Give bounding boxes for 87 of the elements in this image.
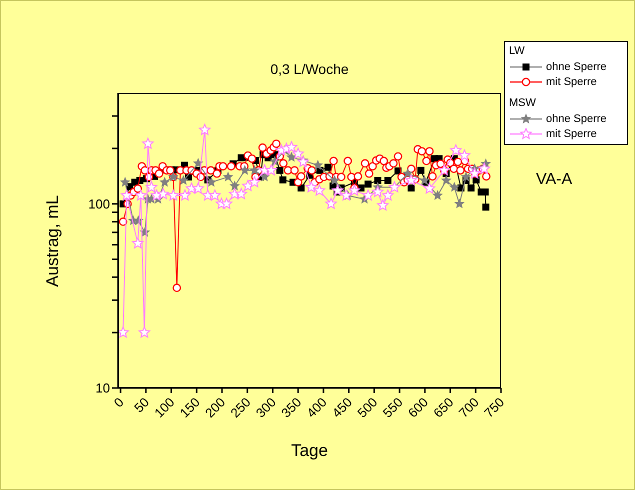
point <box>424 182 436 194</box>
point <box>374 176 382 184</box>
point <box>178 174 189 185</box>
x-tick-label: 600 <box>405 394 432 420</box>
point <box>324 164 332 171</box>
point <box>229 180 240 190</box>
point <box>120 176 130 187</box>
point <box>332 184 344 196</box>
point <box>312 160 324 170</box>
point <box>432 190 443 200</box>
point <box>460 171 472 182</box>
point <box>248 176 260 188</box>
point <box>377 199 389 210</box>
point <box>142 138 154 149</box>
x-tick-label: 450 <box>328 394 355 420</box>
point <box>482 204 490 211</box>
point <box>138 326 150 338</box>
point <box>159 176 170 187</box>
point <box>417 166 424 174</box>
point <box>384 176 392 184</box>
x-tick-label: 300 <box>252 394 279 420</box>
point <box>120 190 132 200</box>
point <box>372 186 384 197</box>
point <box>364 180 372 188</box>
point <box>209 190 221 200</box>
point <box>478 162 490 174</box>
x-tick-label: 0 <box>110 394 127 410</box>
point <box>286 141 298 152</box>
x-tick-label: 100 <box>151 394 178 420</box>
point <box>146 181 158 192</box>
point <box>199 124 210 135</box>
text: MSW <box>509 97 537 109</box>
legend-label: mit Sperre <box>546 128 597 140</box>
x-tick-label: 250 <box>228 394 254 420</box>
point <box>450 144 462 156</box>
point <box>468 184 475 192</box>
point <box>329 174 340 185</box>
point <box>168 190 180 200</box>
point <box>179 190 191 200</box>
legend-label: mit Sperre <box>546 76 597 88</box>
point <box>454 198 465 208</box>
point <box>306 181 318 192</box>
text: VA-A <box>536 171 572 189</box>
point <box>220 198 232 209</box>
text: LW <box>509 45 526 57</box>
y-axis-title: Austrag, mL <box>43 194 63 289</box>
point <box>292 148 304 159</box>
point <box>240 164 250 175</box>
x-tick-label: 550 <box>380 394 406 420</box>
point <box>276 166 284 174</box>
point <box>118 326 129 338</box>
point <box>192 182 204 194</box>
point <box>249 164 260 175</box>
point <box>132 237 144 248</box>
point <box>135 190 147 200</box>
legend-label: ohne Sperre <box>546 112 607 124</box>
x-tick-label: 200 <box>202 394 228 420</box>
x-tick-label: 650 <box>430 394 456 420</box>
x-tick-label: 150 <box>176 394 203 420</box>
point <box>314 184 326 196</box>
point <box>157 188 169 200</box>
point <box>206 176 217 187</box>
point <box>382 190 394 200</box>
point <box>222 171 234 182</box>
x-tick-label: 50 <box>131 394 152 416</box>
point <box>348 184 360 196</box>
x-tick-label: 500 <box>354 394 380 420</box>
point <box>449 182 460 192</box>
point <box>279 176 286 184</box>
point <box>405 174 417 186</box>
x-tick-label: 750 <box>481 394 508 420</box>
point <box>402 168 413 178</box>
legend-label: ohne Sperre <box>546 60 607 72</box>
point <box>419 174 430 185</box>
point <box>362 190 374 200</box>
point <box>408 184 415 192</box>
y-tick-label: 10 <box>96 380 110 396</box>
x-axis-title: Tage <box>290 441 329 461</box>
point <box>440 174 452 185</box>
point <box>458 150 470 160</box>
point <box>265 164 277 176</box>
x-tick-label: 700 <box>456 394 482 420</box>
chart-title: 0,3 L/Woche <box>269 61 350 77</box>
x-tick-label: 400 <box>304 394 330 420</box>
point <box>236 188 247 200</box>
x-tick-label: 350 <box>278 394 304 420</box>
point <box>325 198 337 209</box>
